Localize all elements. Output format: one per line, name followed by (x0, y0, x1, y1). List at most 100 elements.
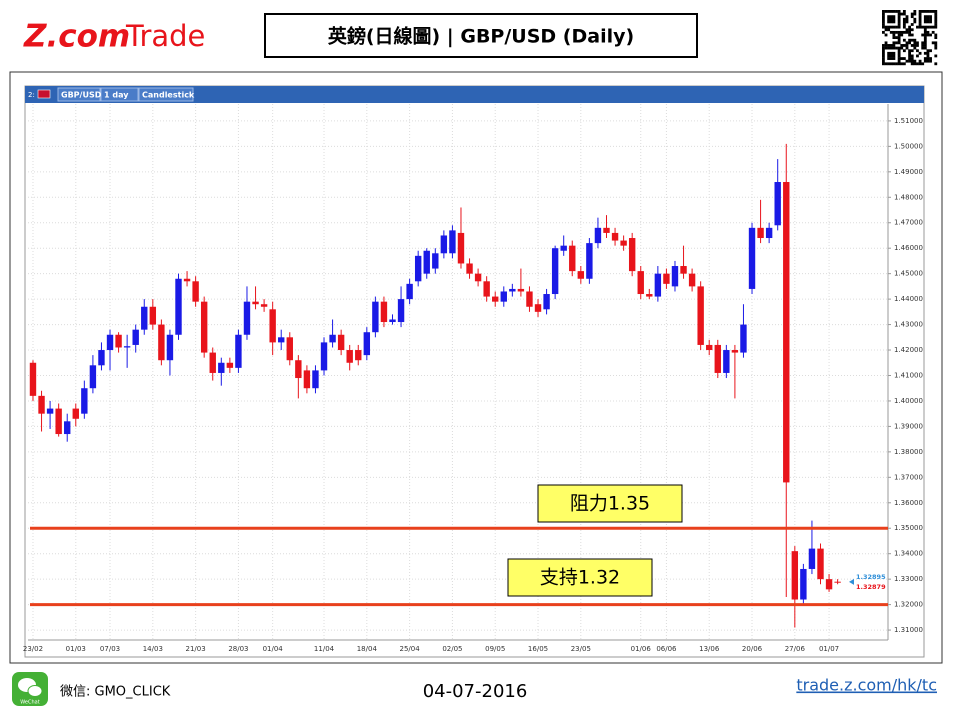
qr-cell (926, 25, 930, 29)
y-tick-label: 1.44000 (894, 295, 923, 303)
candle-body (483, 281, 490, 297)
qr-cell (916, 62, 919, 66)
qr-cell (895, 41, 898, 45)
tab[interactable] (57, 87, 101, 102)
x-tick-label: 01/04 (263, 645, 284, 653)
qr-cell (897, 15, 901, 19)
qr-cell (929, 10, 932, 13)
candle-body (372, 301, 379, 333)
candle-body (723, 350, 730, 373)
qr-cell (887, 20, 891, 24)
candle-body (534, 304, 542, 312)
qr-cell (897, 51, 901, 55)
y-tick-label: 1.45000 (894, 270, 923, 278)
candle-body (774, 182, 781, 226)
qr-cell (908, 28, 912, 32)
qr-cell (882, 62, 885, 66)
price-tag: 1.32895 (856, 573, 886, 581)
qr-cell (892, 10, 896, 13)
price-tag: 1.32879 (856, 583, 886, 591)
qr-cell (908, 30, 912, 34)
candle-body (611, 232, 619, 241)
qr-cell (892, 36, 896, 40)
qr-cell (884, 28, 888, 32)
candle-body (594, 227, 602, 244)
qr-cell (884, 44, 888, 47)
qr-cell (934, 46, 938, 50)
candle-body (72, 408, 79, 419)
qr-cell (905, 15, 909, 19)
qr-cell (897, 30, 901, 34)
qr-cell (887, 17, 891, 21)
tab[interactable] (100, 87, 139, 102)
qr-cell (929, 20, 932, 24)
qr-cell (921, 41, 925, 45)
qr-cell (892, 62, 896, 66)
candle-body (423, 250, 430, 274)
y-tick-label: 1.51000 (894, 117, 923, 125)
x-tick-label: 14/03 (143, 645, 163, 653)
candle-body (817, 548, 824, 580)
candle-body (586, 243, 593, 279)
qr-cell (908, 38, 912, 42)
qr-cell (889, 25, 893, 29)
qr-cell (923, 59, 927, 63)
candle-body (320, 342, 328, 371)
candle-body (748, 227, 756, 289)
y-tick-label: 1.36000 (894, 499, 923, 507)
qr-cell (918, 51, 922, 55)
chart-window (24, 85, 925, 658)
candle-body (500, 291, 507, 302)
x-tick-label: 25/04 (400, 645, 421, 653)
tab[interactable] (138, 87, 194, 102)
link[interactable]: trade.z.com/hk/tc (796, 676, 937, 695)
qr-cell (882, 57, 885, 60)
qr-cell (905, 44, 909, 47)
candle-body (680, 266, 687, 274)
y-tick-label: 1.49000 (894, 168, 923, 176)
title-box (264, 13, 698, 58)
candle-body (654, 273, 662, 297)
candle-body (492, 296, 499, 302)
qr-cell (910, 57, 914, 60)
candle-body (834, 581, 841, 583)
qr-cell (887, 46, 891, 50)
x-tick-label: 01/03 (66, 645, 86, 653)
candle-body (158, 324, 165, 361)
qr-cell (908, 41, 912, 45)
qr-cell (910, 49, 914, 53)
qr-cell (887, 28, 891, 32)
candle-body (355, 350, 362, 361)
candle-body (731, 350, 739, 353)
logo-sub: Trade (125, 19, 205, 53)
qr-cell (918, 12, 922, 16)
candle-body (295, 360, 302, 379)
qr-cell (913, 10, 917, 13)
y-tick-label: 1.31000 (894, 626, 923, 634)
qr-cell (897, 20, 901, 24)
qr-cell (926, 17, 930, 21)
qr-cell (902, 62, 906, 66)
qr-cell (923, 36, 927, 40)
flag-icon (37, 89, 51, 99)
candle-body (337, 334, 345, 351)
x-tick-label: 20/06 (742, 645, 763, 653)
y-tick-label: 1.41000 (894, 371, 923, 379)
candle-body (303, 370, 311, 389)
candle-body (757, 227, 764, 239)
x-tick-label: 06/06 (656, 645, 677, 653)
qr-cell (908, 59, 912, 63)
qr-cell (887, 10, 891, 13)
qr-cell (913, 44, 917, 47)
candle-body (620, 240, 627, 246)
candle-body (380, 301, 388, 323)
candle-body (517, 288, 525, 292)
qr-cell (895, 30, 898, 34)
qr-cell (905, 17, 909, 21)
qr-cell (884, 41, 888, 45)
qr-cell (934, 12, 938, 16)
x-tick-label: 01/07 (819, 645, 839, 653)
candle-body (252, 301, 259, 305)
candle-body (200, 301, 208, 353)
qr-cell (908, 33, 912, 37)
